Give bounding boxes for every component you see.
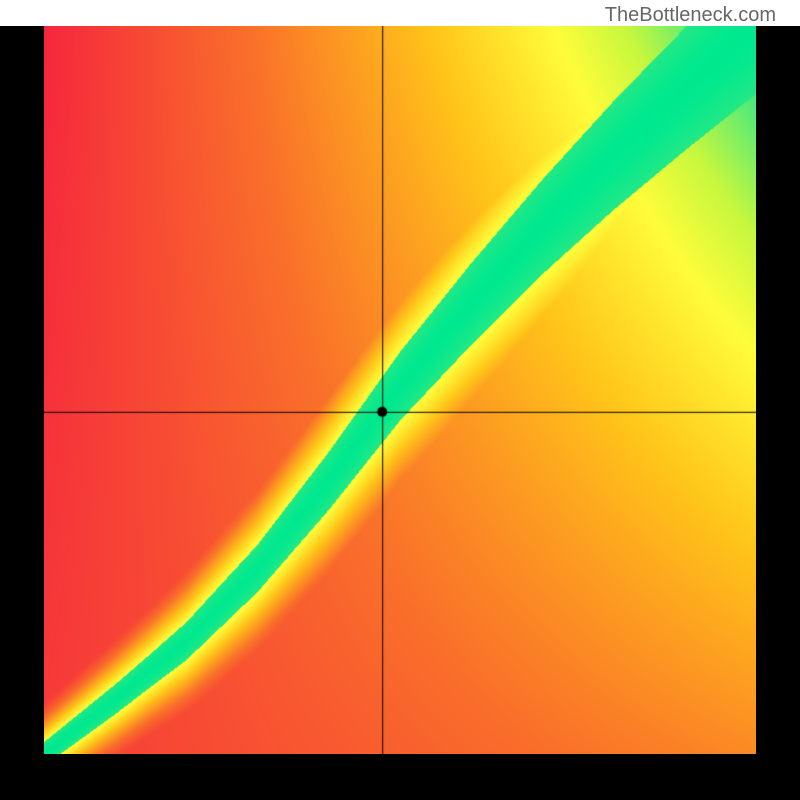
- crosshair-overlay: [44, 26, 756, 754]
- chart-container: TheBottleneck.com: [0, 0, 800, 800]
- chart-frame: [0, 26, 800, 800]
- watermark-text: TheBottleneck.com: [605, 4, 776, 27]
